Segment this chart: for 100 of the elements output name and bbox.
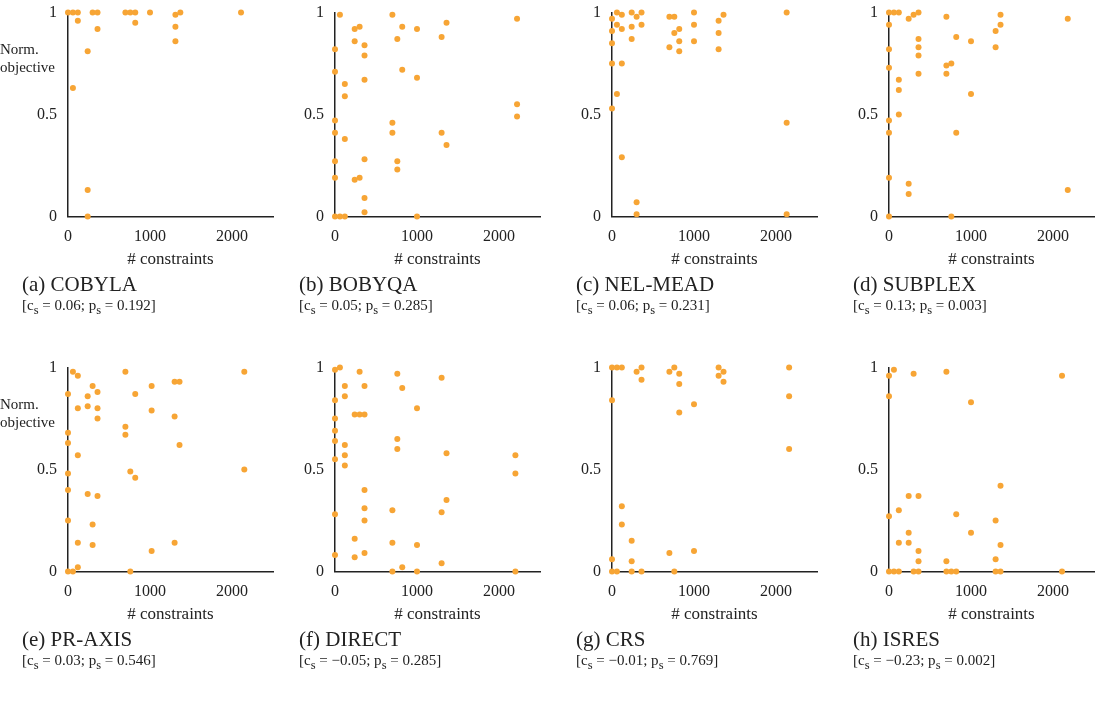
point bbox=[394, 370, 401, 377]
point bbox=[671, 568, 678, 575]
point bbox=[65, 440, 71, 447]
point bbox=[74, 405, 81, 412]
point bbox=[638, 364, 645, 371]
y-tick-label: 1 bbox=[49, 2, 57, 20]
point bbox=[618, 503, 625, 510]
point bbox=[414, 213, 420, 220]
point bbox=[127, 9, 134, 16]
point bbox=[628, 23, 635, 30]
point bbox=[895, 87, 902, 94]
point bbox=[241, 368, 248, 375]
point bbox=[968, 399, 974, 406]
point bbox=[628, 558, 635, 565]
point bbox=[886, 64, 892, 71]
point bbox=[394, 166, 401, 173]
point bbox=[943, 13, 950, 20]
point bbox=[394, 36, 401, 43]
point bbox=[618, 154, 625, 161]
point bbox=[89, 382, 96, 389]
point bbox=[1059, 568, 1066, 575]
point bbox=[613, 568, 620, 575]
point bbox=[948, 60, 955, 67]
point bbox=[332, 456, 338, 463]
point bbox=[336, 364, 343, 371]
point bbox=[361, 505, 368, 512]
point bbox=[332, 415, 338, 422]
point bbox=[356, 411, 363, 418]
point bbox=[172, 38, 179, 45]
y-tick-label: 0.5 bbox=[37, 459, 57, 477]
point bbox=[65, 517, 71, 524]
point bbox=[514, 101, 521, 108]
point bbox=[638, 568, 645, 575]
text: (b) BOBYQA bbox=[299, 272, 419, 297]
point bbox=[609, 27, 615, 34]
point bbox=[613, 21, 620, 28]
text: (d) SUBPLEX bbox=[853, 272, 978, 297]
point bbox=[332, 117, 338, 124]
x-tick-label: 2000 bbox=[1037, 227, 1069, 245]
point bbox=[122, 423, 129, 430]
point bbox=[389, 539, 396, 546]
point bbox=[618, 60, 625, 67]
point bbox=[895, 9, 902, 16]
point bbox=[94, 9, 101, 16]
point bbox=[783, 119, 790, 126]
point bbox=[94, 389, 101, 396]
point bbox=[414, 25, 420, 32]
point bbox=[915, 70, 922, 77]
point bbox=[361, 550, 368, 557]
point bbox=[968, 38, 974, 45]
x-tick-label: 2000 bbox=[216, 582, 248, 600]
point bbox=[968, 91, 974, 98]
point bbox=[715, 29, 722, 36]
point bbox=[915, 52, 922, 59]
point bbox=[783, 9, 790, 16]
point bbox=[414, 405, 420, 412]
point bbox=[910, 11, 917, 18]
point bbox=[895, 539, 902, 546]
point bbox=[399, 564, 406, 571]
point bbox=[356, 174, 363, 181]
point bbox=[171, 413, 178, 420]
point bbox=[89, 9, 96, 16]
point bbox=[633, 199, 640, 206]
point bbox=[783, 211, 790, 218]
text: (h) ISRES bbox=[853, 627, 941, 652]
y-tick-label: 0.5 bbox=[858, 459, 878, 477]
y-tick-label: 0 bbox=[49, 561, 57, 579]
y-tick-label: 1 bbox=[316, 357, 324, 375]
point bbox=[633, 13, 640, 20]
x-axis-title: # constraints bbox=[394, 249, 481, 269]
point bbox=[720, 378, 727, 385]
point bbox=[915, 36, 922, 43]
point bbox=[84, 213, 91, 220]
text: (e) PR-AXIS bbox=[22, 627, 134, 652]
point bbox=[638, 376, 645, 383]
point bbox=[74, 9, 81, 16]
point bbox=[74, 452, 81, 459]
point bbox=[65, 486, 71, 493]
point bbox=[361, 195, 368, 202]
x-tick-label: 2000 bbox=[216, 227, 248, 245]
point bbox=[127, 568, 134, 575]
point bbox=[69, 9, 76, 16]
point bbox=[351, 176, 358, 183]
point bbox=[94, 405, 101, 412]
point bbox=[438, 34, 445, 41]
point bbox=[895, 507, 902, 514]
point bbox=[915, 548, 922, 555]
point bbox=[443, 19, 450, 26]
point bbox=[715, 17, 722, 24]
point bbox=[992, 556, 999, 563]
point bbox=[997, 11, 1004, 18]
point bbox=[361, 411, 368, 418]
point bbox=[438, 509, 445, 516]
point bbox=[895, 76, 902, 83]
y-tick-label: 0.5 bbox=[581, 459, 601, 477]
point bbox=[715, 364, 722, 371]
point bbox=[609, 60, 615, 67]
x-tick-label: 1000 bbox=[401, 582, 433, 600]
y-tick-label: 0.5 bbox=[304, 459, 324, 477]
point bbox=[715, 372, 722, 379]
